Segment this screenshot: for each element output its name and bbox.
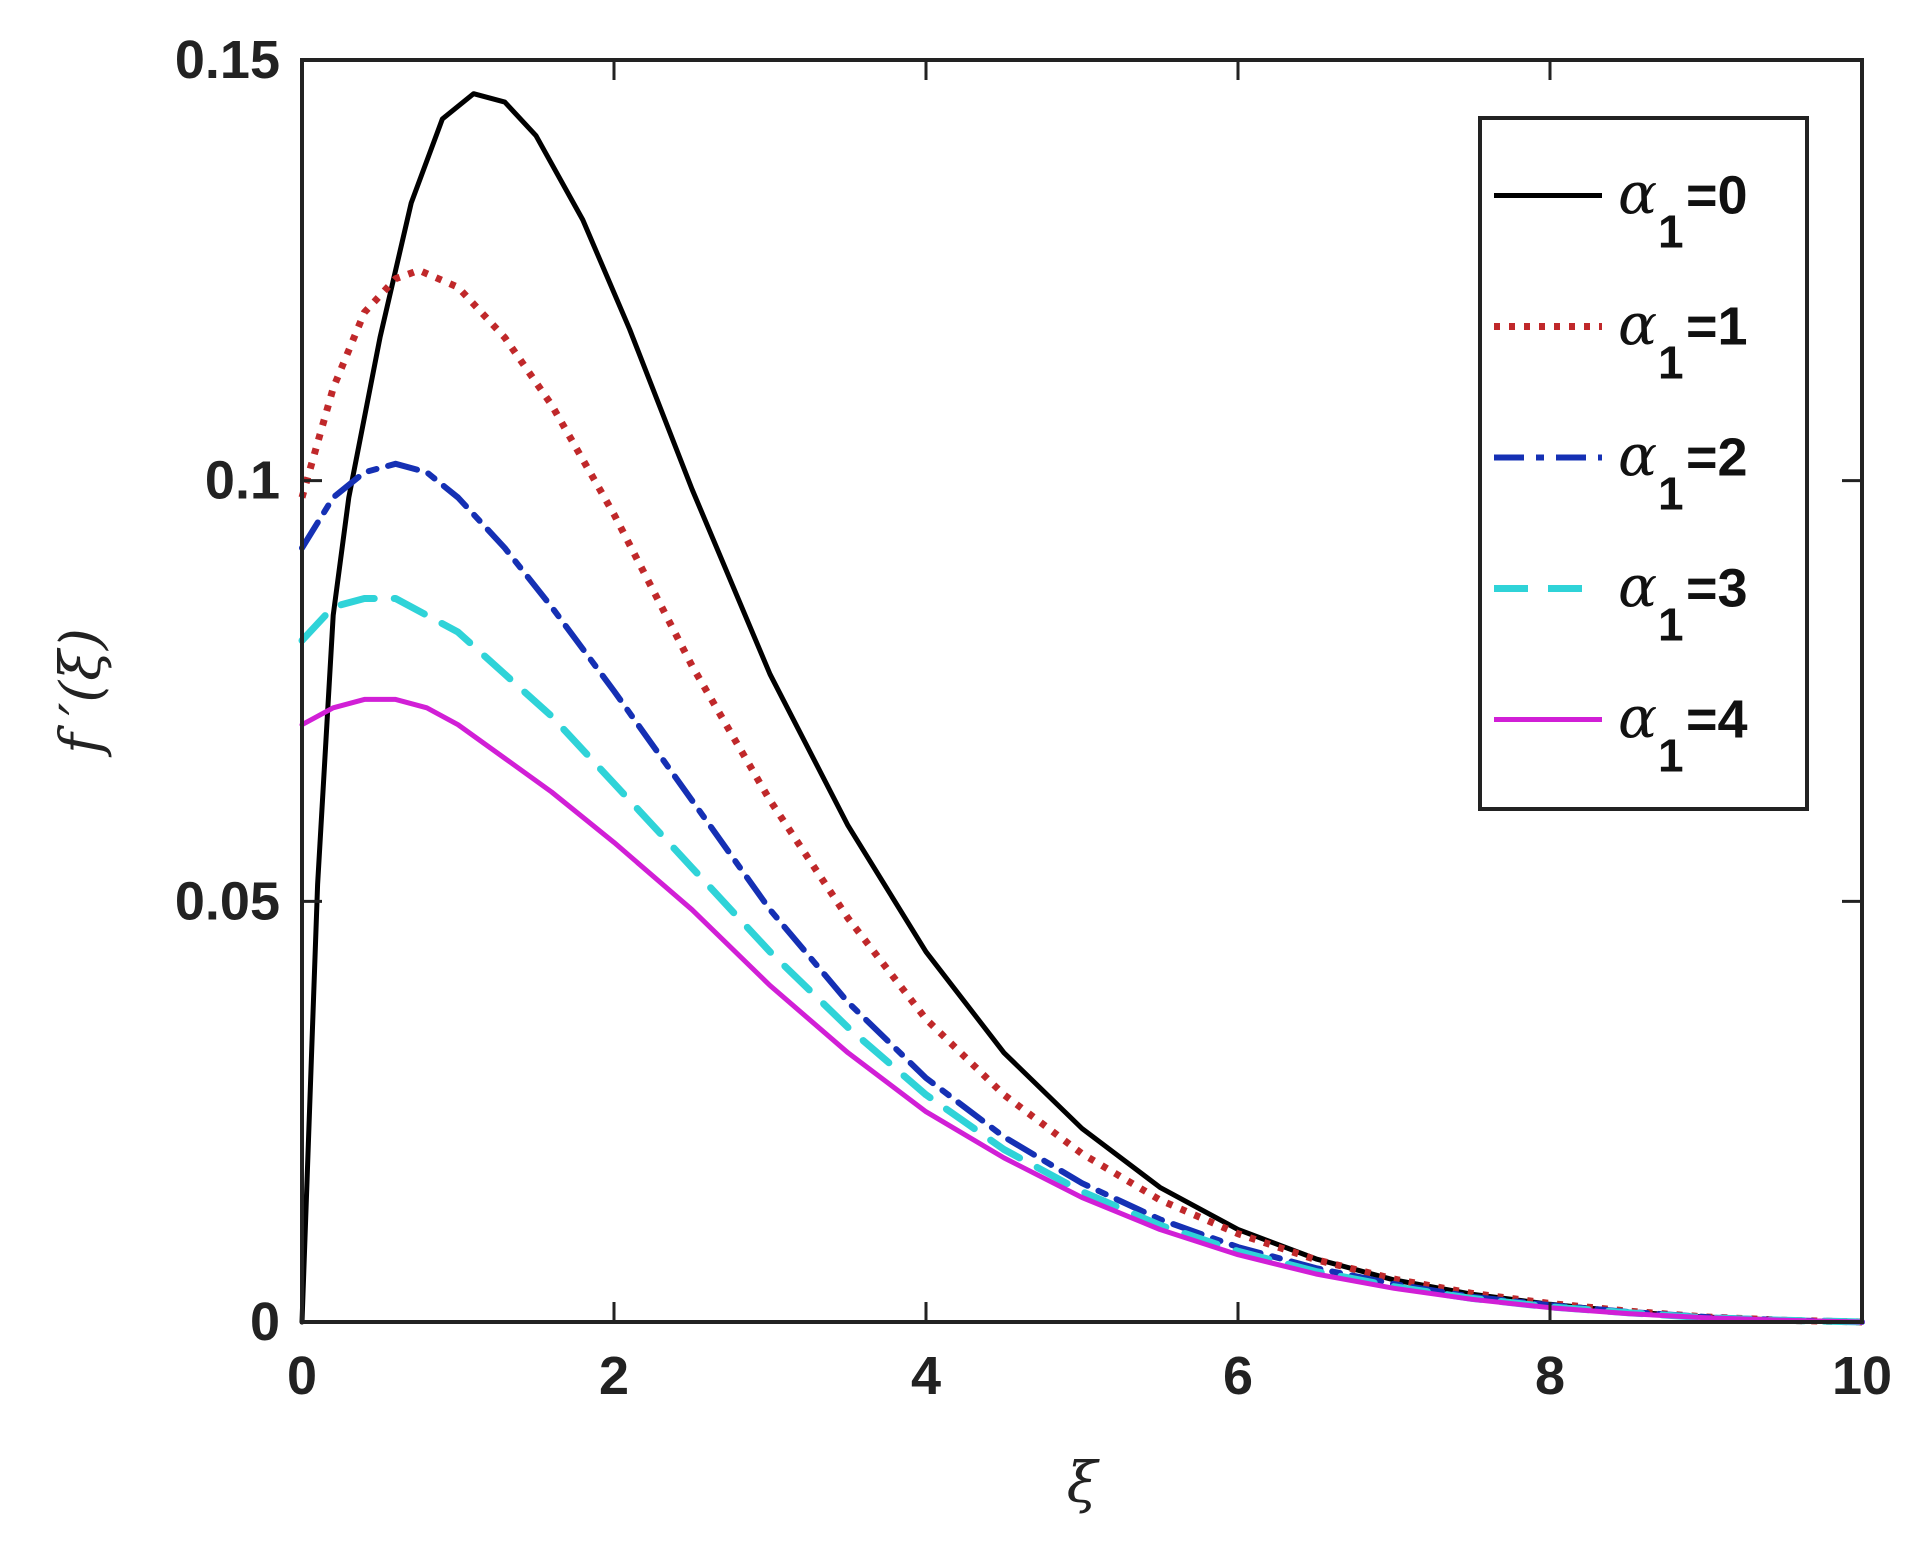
x-axis-tick-labels: 0 2 4 6 8 10	[287, 1346, 1892, 1406]
legend-box	[1478, 116, 1809, 811]
legend-label-value: =4	[1686, 690, 1748, 750]
y-tick-label: 0.05	[175, 871, 280, 931]
x-tick-label: 0	[287, 1346, 317, 1406]
x-tick-label: 10	[1832, 1346, 1892, 1406]
y-tick-label: 0.15	[175, 30, 280, 90]
x-tick-label: 4	[911, 1346, 941, 1406]
legend-label-subscript: 1	[1658, 206, 1684, 258]
axis-ticks	[300, 58, 1864, 1324]
y-tick-label: 0.1	[205, 451, 280, 511]
legend-label-symbol: α	[1618, 684, 1657, 752]
legend-label-symbol: α	[1618, 422, 1657, 490]
x-tick-label: 2	[599, 1346, 629, 1406]
y-axis-tick-labels: 0 0.05 0.1 0.15	[175, 30, 280, 1352]
x-tick-label: 8	[1535, 1346, 1565, 1406]
legend-label-subscript: 1	[1658, 599, 1684, 651]
legend-label-value: =1	[1686, 297, 1748, 357]
plot-area-frame	[300, 58, 1864, 1324]
x-tick-label: 6	[1223, 1346, 1253, 1406]
legend-label-symbol: α	[1618, 291, 1657, 359]
legend-label-value: =3	[1686, 559, 1748, 619]
legend-label-subscript: 1	[1658, 337, 1684, 389]
legend-label-symbol: α	[1618, 553, 1657, 621]
y-tick-label: 0	[250, 1292, 280, 1352]
legend-label-subscript: 1	[1658, 730, 1684, 782]
legend: α1=0α1=1α1=2α1=3α1=4	[1478, 116, 1809, 811]
x-axis-label: ξ	[1067, 1451, 1101, 1516]
legend-label-value: =2	[1686, 428, 1748, 488]
legend-label-symbol: α	[1618, 160, 1657, 228]
series-line-alpha1-3	[298, 595, 1866, 1326]
y-axis-label: f ′(ξ)	[49, 628, 114, 758]
legend-label-value: =0	[1686, 166, 1748, 226]
legend-label-subscript: 1	[1658, 468, 1684, 520]
